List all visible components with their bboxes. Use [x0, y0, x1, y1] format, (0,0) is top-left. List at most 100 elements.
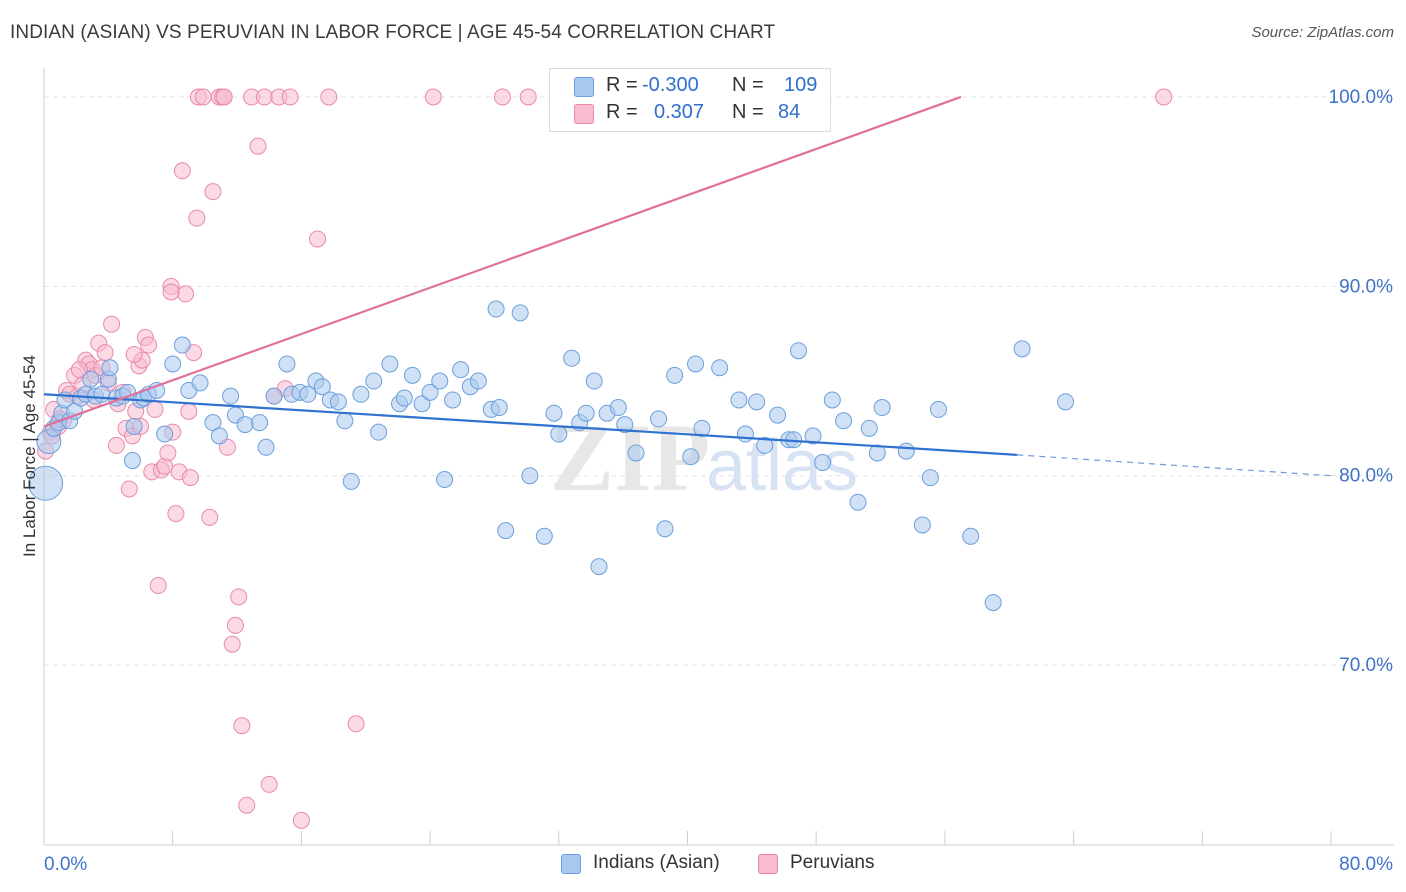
indian-point — [342, 472, 360, 490]
legend-label-peruvians: Peruvians — [790, 852, 875, 873]
indian-point — [236, 416, 254, 434]
indian-point — [490, 399, 508, 417]
peruvian-point — [204, 183, 222, 201]
indian-point — [730, 391, 748, 409]
peruvian-point — [188, 209, 206, 227]
indian-point — [123, 452, 141, 470]
peruvian-point — [167, 505, 185, 523]
indian-point — [535, 527, 553, 545]
peruvian-point — [281, 88, 299, 106]
indian-point — [452, 361, 470, 379]
legend-swatch-blue — [561, 854, 581, 874]
indian-point — [1013, 340, 1031, 358]
peruvian-point — [173, 162, 191, 180]
legend-r-label: R = — [606, 74, 638, 96]
indian-point — [577, 404, 595, 422]
indian-point — [913, 516, 931, 534]
peruvian-point — [233, 717, 251, 735]
indian-point — [191, 374, 209, 392]
peruvian-point — [194, 88, 212, 106]
peruvian-point — [125, 345, 143, 363]
peruvian-point — [519, 88, 537, 106]
indian-trend-line — [43, 393, 1018, 456]
peruvian-point — [260, 775, 278, 793]
indian-point — [210, 427, 228, 445]
indian-point — [82, 370, 100, 388]
indian-point — [650, 410, 668, 428]
peruvian-point — [230, 588, 248, 606]
indian-point — [444, 391, 462, 409]
peruvian-point — [96, 344, 114, 362]
indian-point — [299, 385, 317, 403]
peruvian-point — [162, 283, 180, 301]
indian-point — [873, 399, 891, 417]
indian-point — [125, 417, 143, 435]
indian-point — [257, 438, 275, 456]
y-axis-label: In Labor Force | Age 45-54 — [20, 355, 39, 557]
peruvian-point — [180, 402, 198, 420]
indian-point — [962, 527, 980, 545]
indian-trend-extension — [1017, 454, 1332, 477]
indian-point — [769, 406, 787, 424]
peruvian-point — [347, 715, 365, 733]
chart-title: INDIAN (ASIAN) VS PERUVIAN IN LABOR FORC… — [10, 22, 776, 43]
y-tick-label: 90.0% — [1339, 276, 1393, 297]
indian-point — [381, 355, 399, 373]
peruvian-trend-line — [43, 95, 962, 428]
indian-point — [756, 436, 774, 454]
indian-point — [93, 385, 111, 403]
y-tick-label: 100.0% — [1329, 87, 1394, 108]
blue-points — [28, 300, 1075, 612]
legend-n-value: 109 — [784, 74, 818, 96]
peruvian-point — [292, 811, 310, 829]
legend-swatch-blue — [574, 77, 594, 97]
y-tick-label: 70.0% — [1339, 655, 1393, 676]
legend-swatch-pink — [758, 854, 778, 874]
indian-point — [336, 412, 354, 430]
indian-point — [278, 355, 296, 373]
tick-labels: 70.0% 80.0% 90.0% 100.0% 0.0% 80.0% — [44, 87, 1393, 875]
indian-point — [156, 425, 174, 443]
legend-r-value: -0.300 — [642, 74, 699, 96]
indian-point — [687, 355, 705, 373]
indian-point — [609, 399, 627, 417]
indian-point — [521, 467, 539, 485]
indian-point — [436, 470, 454, 488]
indian-point — [101, 359, 119, 377]
indian-point — [563, 349, 581, 367]
legend-n-label: N = — [732, 101, 764, 123]
peruvian-point — [103, 315, 121, 333]
indian-point — [352, 385, 370, 403]
peruvian-point — [149, 577, 167, 595]
peruvian-point — [215, 88, 233, 106]
source-label: Source: ZipAtlas.com — [1251, 24, 1394, 41]
indian-point — [313, 378, 331, 396]
legend-n-value: 84 — [778, 101, 801, 123]
indian-point — [164, 355, 182, 373]
peruvian-point — [120, 480, 138, 498]
indian-point — [222, 387, 240, 405]
peruvian-point — [140, 336, 158, 354]
indian-point — [497, 522, 515, 540]
indian-point — [1057, 393, 1075, 411]
indian-point — [511, 304, 529, 322]
indian-point — [173, 336, 191, 354]
indian-point — [823, 391, 841, 409]
indian-point — [736, 425, 754, 443]
peruvian-point — [70, 361, 88, 379]
peruvian-point — [226, 616, 244, 634]
indian-point — [585, 372, 603, 390]
peruvian-point — [424, 88, 442, 106]
legend-label-indians: Indians (Asian) — [593, 852, 720, 873]
indian-point — [748, 393, 766, 411]
x-tick-label: 0.0% — [44, 854, 87, 875]
legend-swatch-pink — [574, 104, 594, 124]
peruvian-point — [107, 436, 125, 454]
peruvian-point — [177, 285, 195, 303]
peruvian-point — [181, 469, 199, 487]
indian-point — [421, 383, 439, 401]
indian-point — [921, 469, 939, 487]
indian-point — [487, 300, 505, 318]
indian-point — [627, 444, 645, 462]
correlation-legend: R = -0.300 N = 109 R = 0.307 N = 84 — [549, 68, 831, 132]
